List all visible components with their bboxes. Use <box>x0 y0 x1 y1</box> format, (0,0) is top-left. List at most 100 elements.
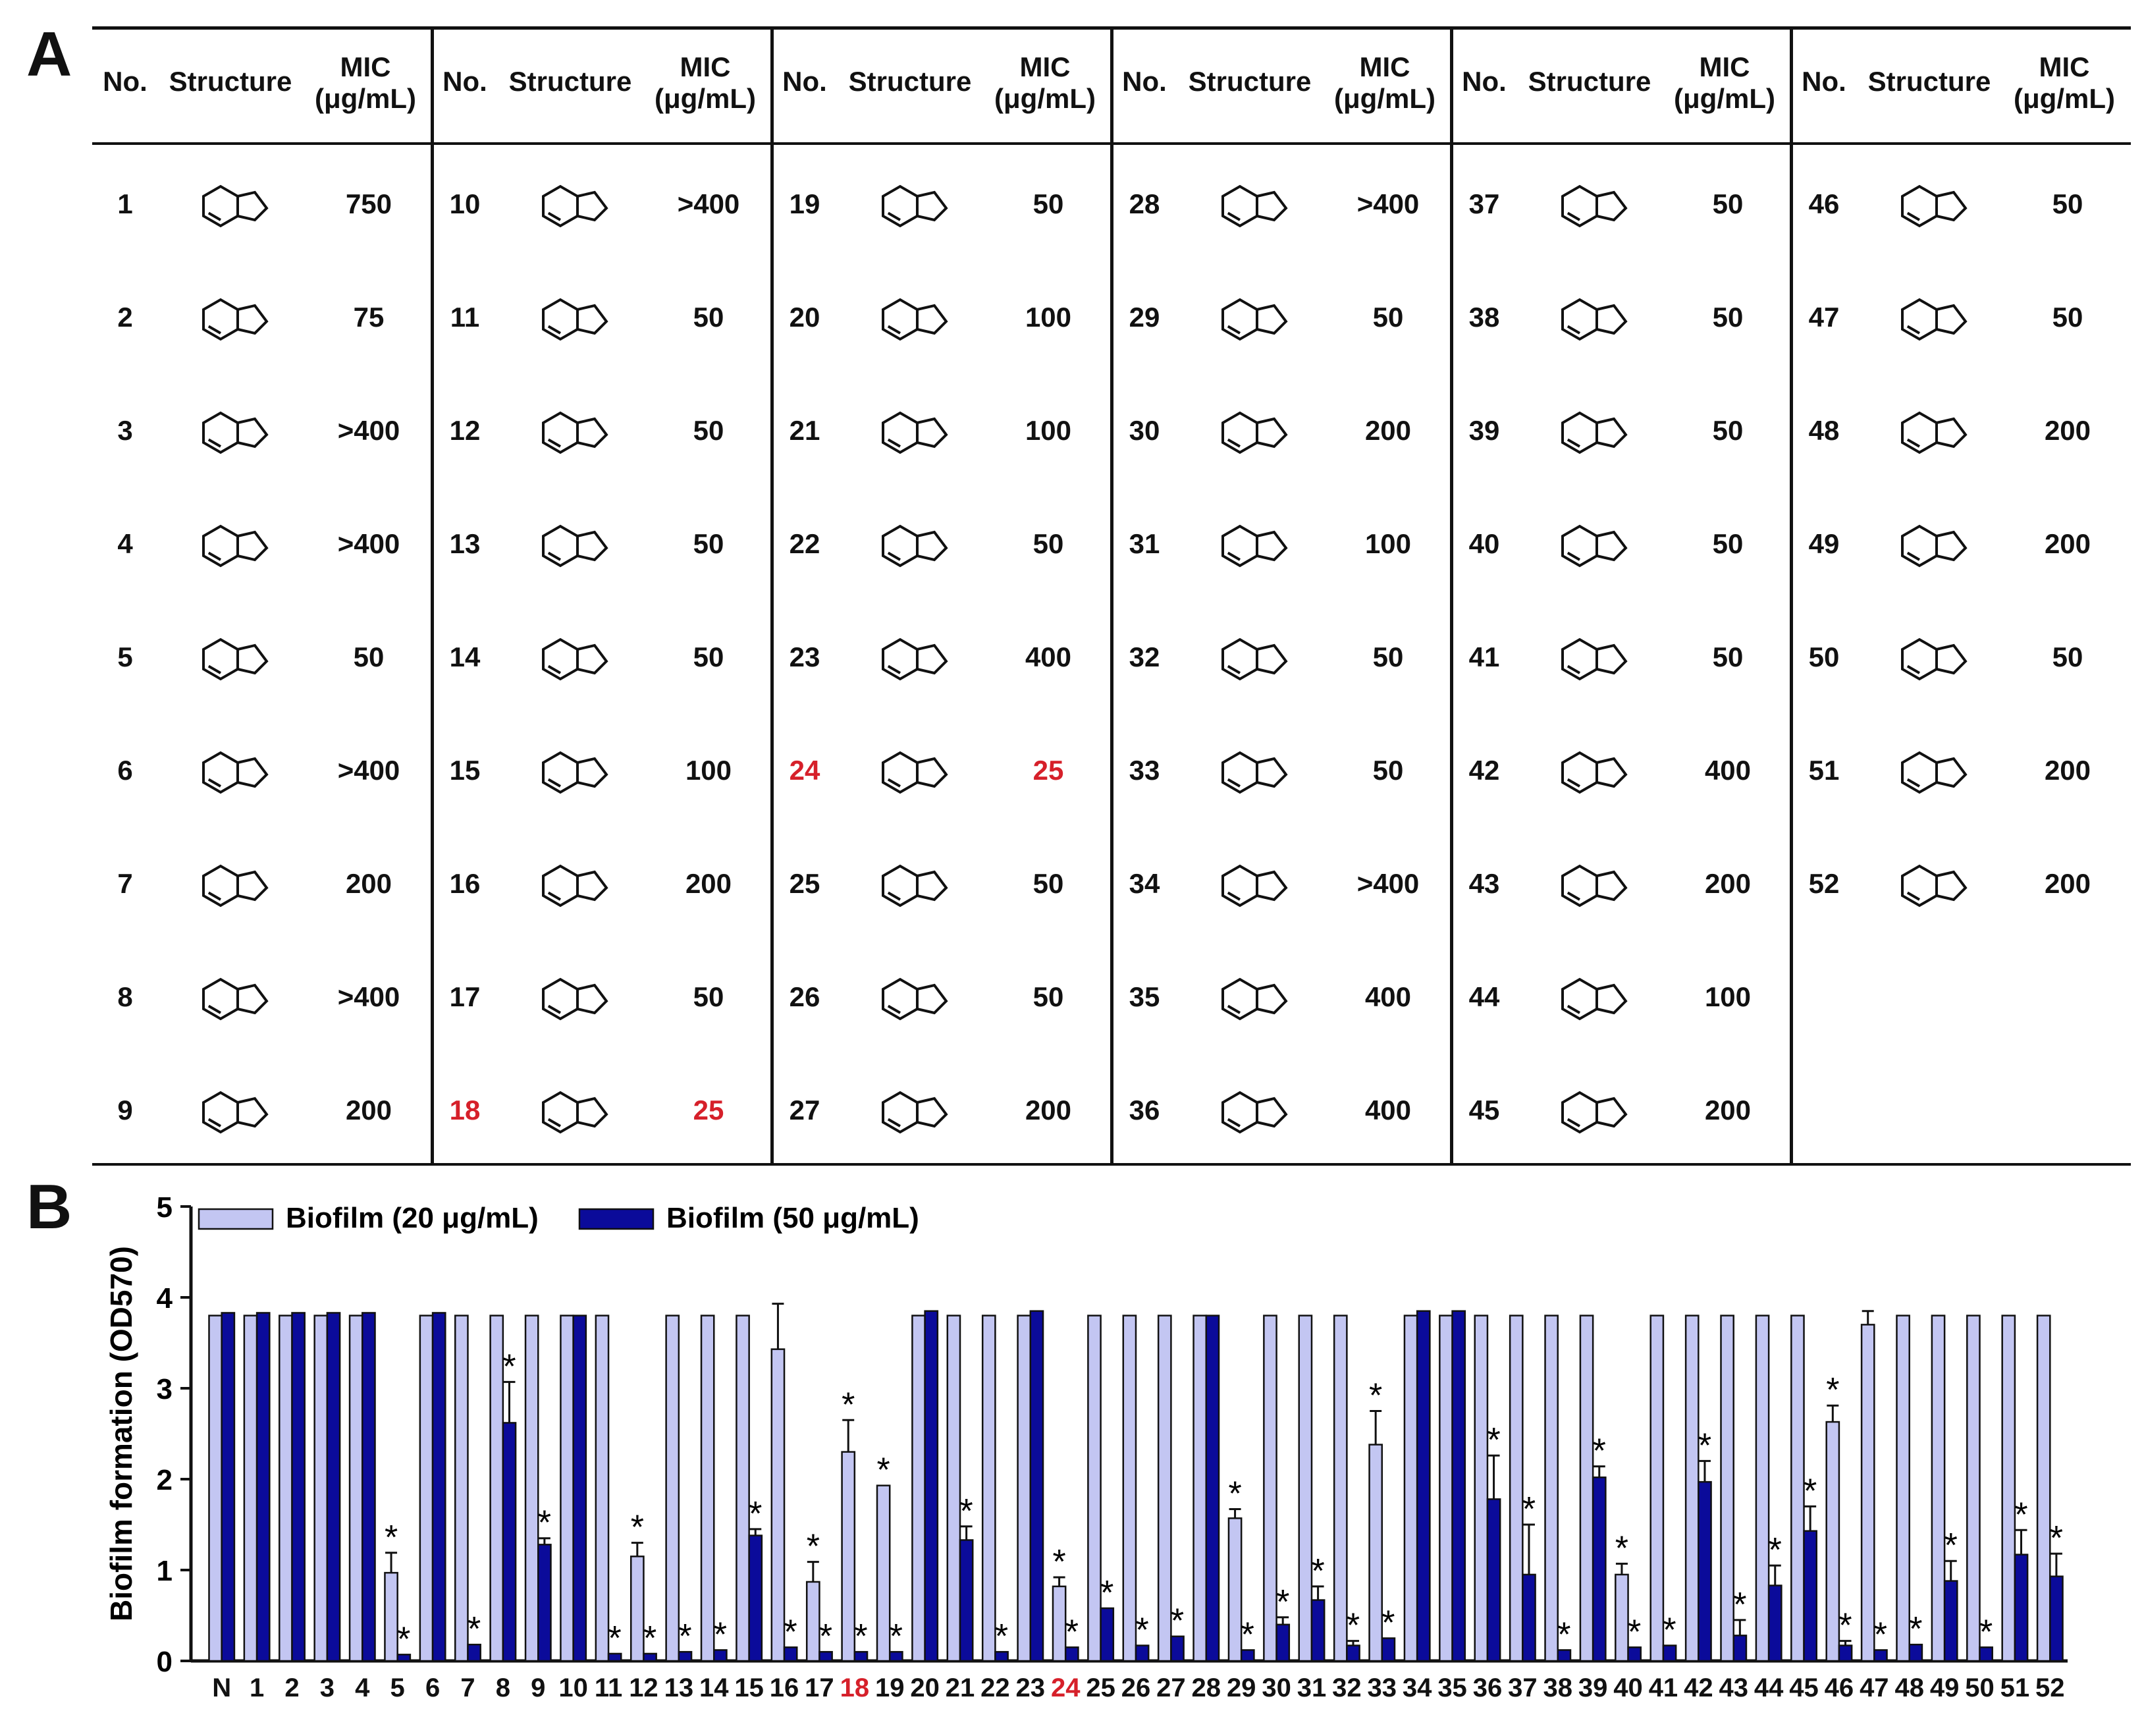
bar <box>384 1571 398 1662</box>
significance-marker: * <box>385 1519 398 1557</box>
compound-structure <box>542 1091 608 1134</box>
x-tick-label: 10 <box>558 1673 588 1702</box>
mic-value: 50 <box>693 415 724 446</box>
mic-value: 200 <box>2044 755 2091 786</box>
significance-marker: * <box>1874 1615 1887 1654</box>
compound-structure <box>882 637 948 681</box>
significance-marker: * <box>1804 1472 1817 1510</box>
compound-structure <box>1221 751 1288 794</box>
bar <box>1017 1315 1032 1662</box>
compound-structure <box>882 1091 948 1134</box>
compound-structure <box>1561 977 1628 1021</box>
bar <box>1416 1310 1431 1662</box>
bar <box>770 1348 786 1662</box>
compound-structure <box>1221 977 1288 1021</box>
mic-value: 50 <box>1712 302 1744 333</box>
x-tick-label: 47 <box>1860 1673 1889 1702</box>
compound-number: 14 <box>449 641 481 672</box>
compound-number: 49 <box>1808 528 1840 559</box>
compound-number: 23 <box>789 641 820 672</box>
bar <box>537 1544 552 1662</box>
header-mic: MIC (μg/mL) <box>643 51 768 115</box>
bar <box>208 1315 223 1662</box>
bar <box>2036 1315 2051 1662</box>
x-tick-label: 28 <box>1192 1673 1221 1702</box>
mic-value: 25 <box>1032 755 1064 786</box>
bar <box>1755 1315 1770 1662</box>
legend-label-20: Biofilm (20 μg/mL) <box>286 1202 539 1234</box>
compound-number: 47 <box>1808 302 1840 333</box>
mic-value: 200 <box>345 1095 392 1126</box>
significance-marker: * <box>1228 1475 1241 1513</box>
bar <box>1943 1580 1958 1662</box>
bar <box>313 1315 329 1662</box>
significance-marker: * <box>1369 1377 1382 1415</box>
compound-structure <box>882 184 948 228</box>
legend-label-50: Biofilm (50 μg/mL) <box>666 1202 919 1234</box>
bar <box>1615 1573 1629 1662</box>
compound-number: 18 <box>449 1095 481 1126</box>
compound-number: 22 <box>789 528 820 559</box>
bar <box>1087 1315 1102 1662</box>
significance-marker: * <box>1838 1607 1852 1645</box>
header-no: No. <box>442 66 487 97</box>
compound-structure <box>542 184 608 228</box>
compound-number: 8 <box>117 981 133 1012</box>
significance-marker: * <box>876 1451 890 1490</box>
mic-value: >400 <box>677 188 740 219</box>
y-axis-label: Biofilm formation (OD570) <box>104 1246 138 1621</box>
compound-number: 48 <box>1808 415 1840 446</box>
header-mic: MIC (μg/mL) <box>1662 51 1787 115</box>
header-structure: Structure <box>169 66 292 97</box>
significance-marker: * <box>749 1495 762 1533</box>
significance-marker: * <box>1769 1531 1782 1569</box>
compound-structure <box>1221 637 1288 681</box>
compound-structure <box>1561 864 1628 908</box>
significance-marker: * <box>1663 1612 1676 1650</box>
bar <box>1029 1310 1044 1662</box>
compound-structure <box>542 637 608 681</box>
bar <box>1684 1315 1700 1662</box>
bar <box>467 1643 481 1662</box>
x-tick-label: 33 <box>1368 1673 1397 1702</box>
y-tick-label: 1 <box>157 1555 173 1587</box>
mic-value: 200 <box>2044 415 2091 446</box>
header-mic-unit: (μg/mL) <box>994 83 1096 114</box>
mic-value: >400 <box>1356 188 1420 219</box>
bar <box>1720 1315 1734 1662</box>
bar <box>572 1315 587 1662</box>
bar <box>911 1315 926 1662</box>
compound-number: 15 <box>449 755 481 786</box>
significance-marker: * <box>2014 1496 2027 1534</box>
x-tick-label: 52 <box>2035 1673 2065 1702</box>
bar <box>876 1484 891 1662</box>
compound-structure <box>202 751 269 794</box>
header-no: No. <box>103 66 147 97</box>
compound-structure <box>202 864 269 908</box>
significance-marker: * <box>678 1617 691 1656</box>
significance-marker: * <box>714 1615 727 1654</box>
x-tick-label: 21 <box>946 1673 975 1702</box>
compound-number: 5 <box>117 641 133 672</box>
bar <box>1803 1530 1818 1662</box>
column-divider <box>431 26 434 1166</box>
y-tick-label: 4 <box>157 1282 173 1315</box>
compound-number: 39 <box>1468 415 1500 446</box>
compound-number: 42 <box>1468 755 1500 786</box>
biofilm-chart: 0 1 2 3 4 5 Biofilm formation (OD570) N 1 2 3 4 * * 5 6… <box>0 1172 2144 1736</box>
bar <box>1368 1444 1383 1662</box>
significance-marker: * <box>502 1347 516 1386</box>
significance-marker: * <box>995 1617 1008 1656</box>
compound-number: 30 <box>1129 415 1160 446</box>
x-tick-label: 22 <box>980 1673 1010 1702</box>
compound-structure <box>1901 298 1968 341</box>
compound-number: 35 <box>1129 981 1160 1012</box>
panel-b-label: B <box>26 1172 72 1242</box>
bar <box>665 1315 680 1662</box>
mic-value: 50 <box>693 302 724 333</box>
bar <box>1979 1646 1993 1662</box>
mic-value: >400 <box>337 528 400 559</box>
bar <box>1275 1623 1291 1662</box>
bar <box>1509 1315 1524 1662</box>
header-mic-line1: MIC <box>680 51 731 82</box>
